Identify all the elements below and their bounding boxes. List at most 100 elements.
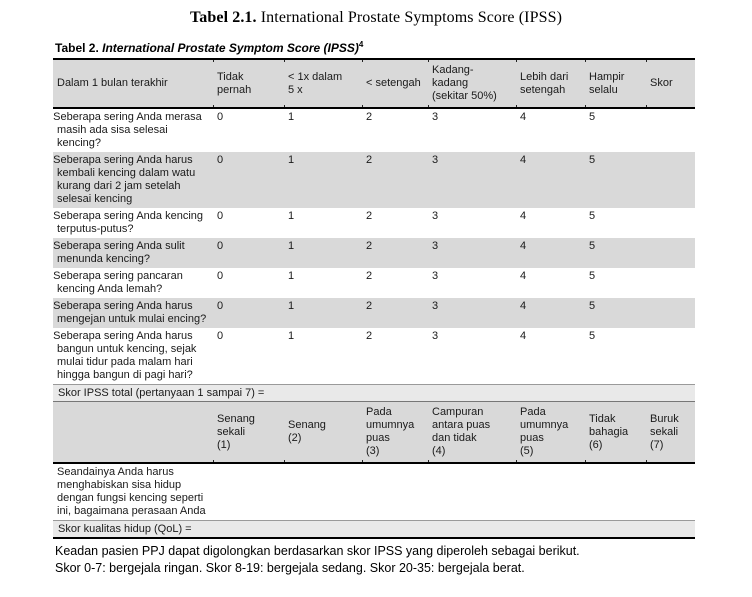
score-option-cell: 2 [362,298,428,328]
score-option-cell: 1 [288,270,295,282]
qol-option-cell [284,463,362,521]
caption-footnote-ref: 4 [358,40,364,49]
score-option-cell: 1 [284,298,362,328]
page-title: Tabel 2.1. International Prostate Sympto… [0,9,752,27]
question-text: 4.Seberapa sering Anda sulit menunda ken… [53,238,213,268]
score-option-cell: 4 [516,238,585,268]
score-option-cell: 5 [589,210,596,222]
header-cell-empty [53,401,213,464]
ipss-table: Dalam 1 bulan terakhir Tidak pernah < 1x… [53,58,695,539]
score-option-cell: 3 [432,210,439,222]
score-option-cell: 3 [428,298,516,328]
header-cell-setengah: < setengah [362,58,428,109]
header-cell-campuran: Campuran antara puas dan tidak (4) [428,401,516,464]
score-option-cell: 0 [217,111,224,123]
qol-header-row: Senang sekali (1) Senang (2) Pada umumny… [53,401,695,464]
score-option-cell: 4 [520,210,527,222]
footnote-line-2: Skor 0-7: bergejala ringan. Skor 8-19: b… [55,560,525,575]
score-option-cell: 2 [362,238,428,268]
question-row-6: 6.Seberapa sering Anda harus mengejan un… [53,298,695,328]
qol-question-text: Seandainya Anda harus menghabiskan sisa … [57,466,206,517]
score-option-cell: 5 [589,270,596,282]
question-text: 3.Seberapa sering Anda kencing terputus-… [53,210,204,235]
score-option-cell: 5 [589,330,596,342]
question-row-5: 5.Seberapa sering pancaran kencing Anda … [53,268,695,298]
score-option-cell: 0 [217,330,224,342]
qol-option-cell [516,463,585,521]
question-row-2: 2.Seberapa sering Anda harus kembali ken… [53,152,695,208]
score-option-cell: 5 [589,111,596,123]
header-cell-umumnya-puas-3: Pada umumnya puas (3) [362,401,428,464]
qol-skor-cell [646,463,695,521]
qol-option-cell [362,463,428,521]
question-text: 6.Seberapa sering Anda harus mengejan un… [53,298,213,328]
question-text: 1.Seberapa sering Anda merasa masih ada … [53,111,202,149]
header-cell-tidak-pernah: Tidak pernah [213,58,284,109]
header-cell-buruk-sekali: Buruk sekali (7) [646,401,695,464]
qol-option-cell [428,463,516,521]
question-row-4: 4.Seberapa sering Anda sulit menunda ken… [53,238,695,268]
question-row-7: 7.Seberapa sering Anda harus bangun untu… [53,328,695,385]
score-option-cell: 5 [585,298,646,328]
question-text: 2.Seberapa sering Anda harus kembali ken… [53,152,213,208]
score-option-cell: 1 [288,330,295,342]
title-text: International Prostate Symptoms Score (I… [256,9,562,26]
table-caption: Tabel 2. International Prostate Symptom … [55,40,752,55]
skor-entry-cell [646,268,695,298]
qol-option-cell [585,463,646,521]
header-cell-hampir: Hampir selalu [585,58,646,109]
skor-entry-cell [646,298,695,328]
score-option-cell: 0 [217,270,224,282]
question-row-3: 3.Seberapa sering Anda kencing terputus-… [53,208,695,238]
score-option-cell: 1 [288,210,295,222]
skor-entry-cell [646,328,695,385]
score-option-cell: 4 [520,270,527,282]
title-label: Tabel 2.1. [189,9,257,26]
question-row-1: 1.Seberapa sering Anda merasa masih ada … [53,108,695,152]
score-option-cell: 3 [432,111,439,123]
header-cell-tidak-bahagia: Tidak bahagia (6) [585,401,646,464]
caption-label: Tabel 2. [55,41,103,55]
skor-entry-cell [646,108,695,152]
qol-option-cell [213,463,284,521]
score-option-cell: 1 [284,152,362,208]
header-cell-lebih-dari: Lebih dari setengah [516,58,585,109]
table-footnote: Keadan pasien PPJ dapat digolongkan berd… [55,543,695,576]
score-option-cell: 5 [585,238,646,268]
score-option-cell: 3 [428,152,516,208]
ipss-total-row: Skor IPSS total (pertanyaan 1 sampai 7) … [53,384,695,402]
score-option-cell: 0 [217,210,224,222]
score-option-cell: 1 [288,111,295,123]
header-cell-period: Dalam 1 bulan terakhir [53,58,213,109]
header-cell-senang-sekali: Senang sekali (1) [213,401,284,464]
score-option-cell: 2 [362,152,428,208]
skor-entry-cell [646,238,695,268]
header-cell-umumnya-puas-5: Pada umumnya puas (5) [516,401,585,464]
score-option-cell: 0 [213,238,284,268]
score-option-cell: 5 [585,152,646,208]
frequency-header-row: Dalam 1 bulan terakhir Tidak pernah < 1x… [53,58,695,109]
ipss-total-label: Skor IPSS total (pertanyaan 1 sampai 7) … [53,384,695,402]
score-option-cell: 2 [366,270,373,282]
question-text: 7.Seberapa sering Anda harus bangun untu… [53,330,197,381]
score-option-cell: 4 [520,111,527,123]
score-option-cell: 3 [428,238,516,268]
header-cell-senang: Senang (2) [284,401,362,464]
skor-entry-cell [646,208,695,238]
skor-entry-cell [646,152,695,208]
score-option-cell: 1 [284,238,362,268]
caption-text: International Prostate Symptom Score (IP… [102,41,359,55]
score-option-cell: 2 [366,111,373,123]
header-cell-kadang: Kadang- kadang (sekitar 50%) [428,58,516,109]
header-cell-skor: Skor [646,58,695,109]
score-option-cell: 4 [520,330,527,342]
score-option-cell: 4 [516,152,585,208]
score-option-cell: 4 [516,298,585,328]
score-option-cell: 0 [213,152,284,208]
score-option-cell: 2 [366,210,373,222]
score-option-cell: 3 [432,270,439,282]
score-option-cell: 2 [366,330,373,342]
footnote-line-1: Keadan pasien PPJ dapat digolongkan berd… [55,544,580,558]
question-text: 5.Seberapa sering pancaran kencing Anda … [53,270,183,295]
